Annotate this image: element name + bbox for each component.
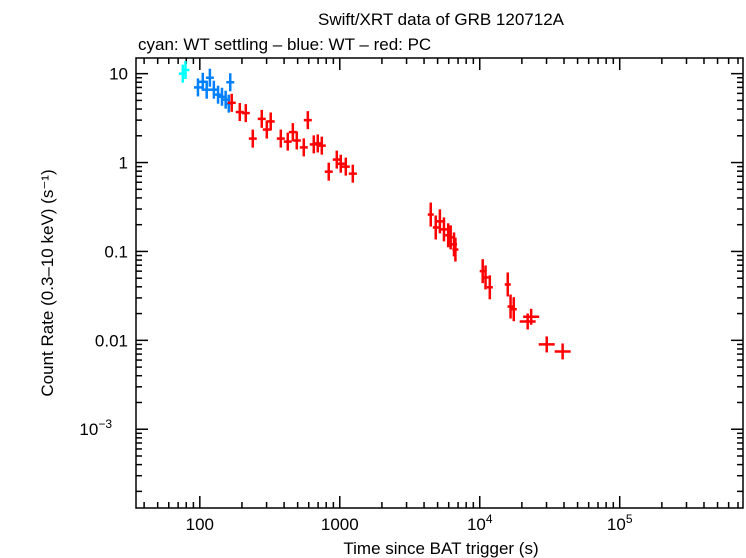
x-tick-label: 104 xyxy=(467,512,493,534)
data-point xyxy=(486,275,493,300)
data-point xyxy=(336,154,345,173)
data-point xyxy=(447,225,454,250)
data-point xyxy=(436,209,443,234)
data-point xyxy=(205,68,214,87)
data-point xyxy=(227,93,236,112)
data-point xyxy=(226,73,235,92)
y-tick-label: 1 xyxy=(119,154,128,173)
y-tick-label: 0.01 xyxy=(95,331,128,350)
data-point xyxy=(427,202,434,227)
data-point xyxy=(257,109,266,128)
data-point xyxy=(248,129,257,148)
data-point xyxy=(324,162,333,181)
y-tick-label: 10−3 xyxy=(79,417,112,439)
data-point xyxy=(214,85,223,104)
data-point xyxy=(299,138,308,157)
data-point xyxy=(202,80,211,99)
chart-subtitle: cyan: WT settling – blue: WT – red: PC xyxy=(138,35,431,54)
data-point xyxy=(288,123,297,142)
y-axis-label: Count Rate (0.3–10 keV) (s⁻¹) xyxy=(38,169,57,396)
data-point xyxy=(313,134,322,153)
y-tick-label: 10 xyxy=(109,65,128,84)
data-point xyxy=(181,60,190,79)
data-point xyxy=(193,78,202,97)
data-point xyxy=(440,217,447,242)
chart-title: Swift/XRT data of GRB 120712A xyxy=(318,10,565,29)
data-point xyxy=(332,150,341,169)
data-point xyxy=(538,336,555,353)
data-point xyxy=(241,104,250,123)
x-tick-label: 1000 xyxy=(321,515,359,534)
data-point xyxy=(510,297,517,322)
x-axis-label: Time since BAT trigger (s) xyxy=(343,539,538,558)
data-point xyxy=(303,111,312,130)
plot-frame xyxy=(135,57,744,509)
data-point xyxy=(504,272,511,297)
x-tick-label: 105 xyxy=(607,512,633,534)
data-point xyxy=(432,215,439,240)
data-point xyxy=(283,132,292,151)
data-point xyxy=(266,112,275,131)
data-point xyxy=(276,129,285,148)
data-point xyxy=(341,157,350,176)
data-point xyxy=(209,80,218,99)
data-point xyxy=(523,308,540,325)
x-tick-label: 100 xyxy=(186,515,214,534)
data-point xyxy=(348,164,357,183)
y-tick-label: 0.1 xyxy=(104,242,128,261)
data-point xyxy=(554,343,571,360)
data-point xyxy=(482,265,489,290)
data-point xyxy=(452,237,459,262)
data-point xyxy=(317,136,326,155)
data-point xyxy=(198,72,207,91)
data-point xyxy=(292,131,301,150)
